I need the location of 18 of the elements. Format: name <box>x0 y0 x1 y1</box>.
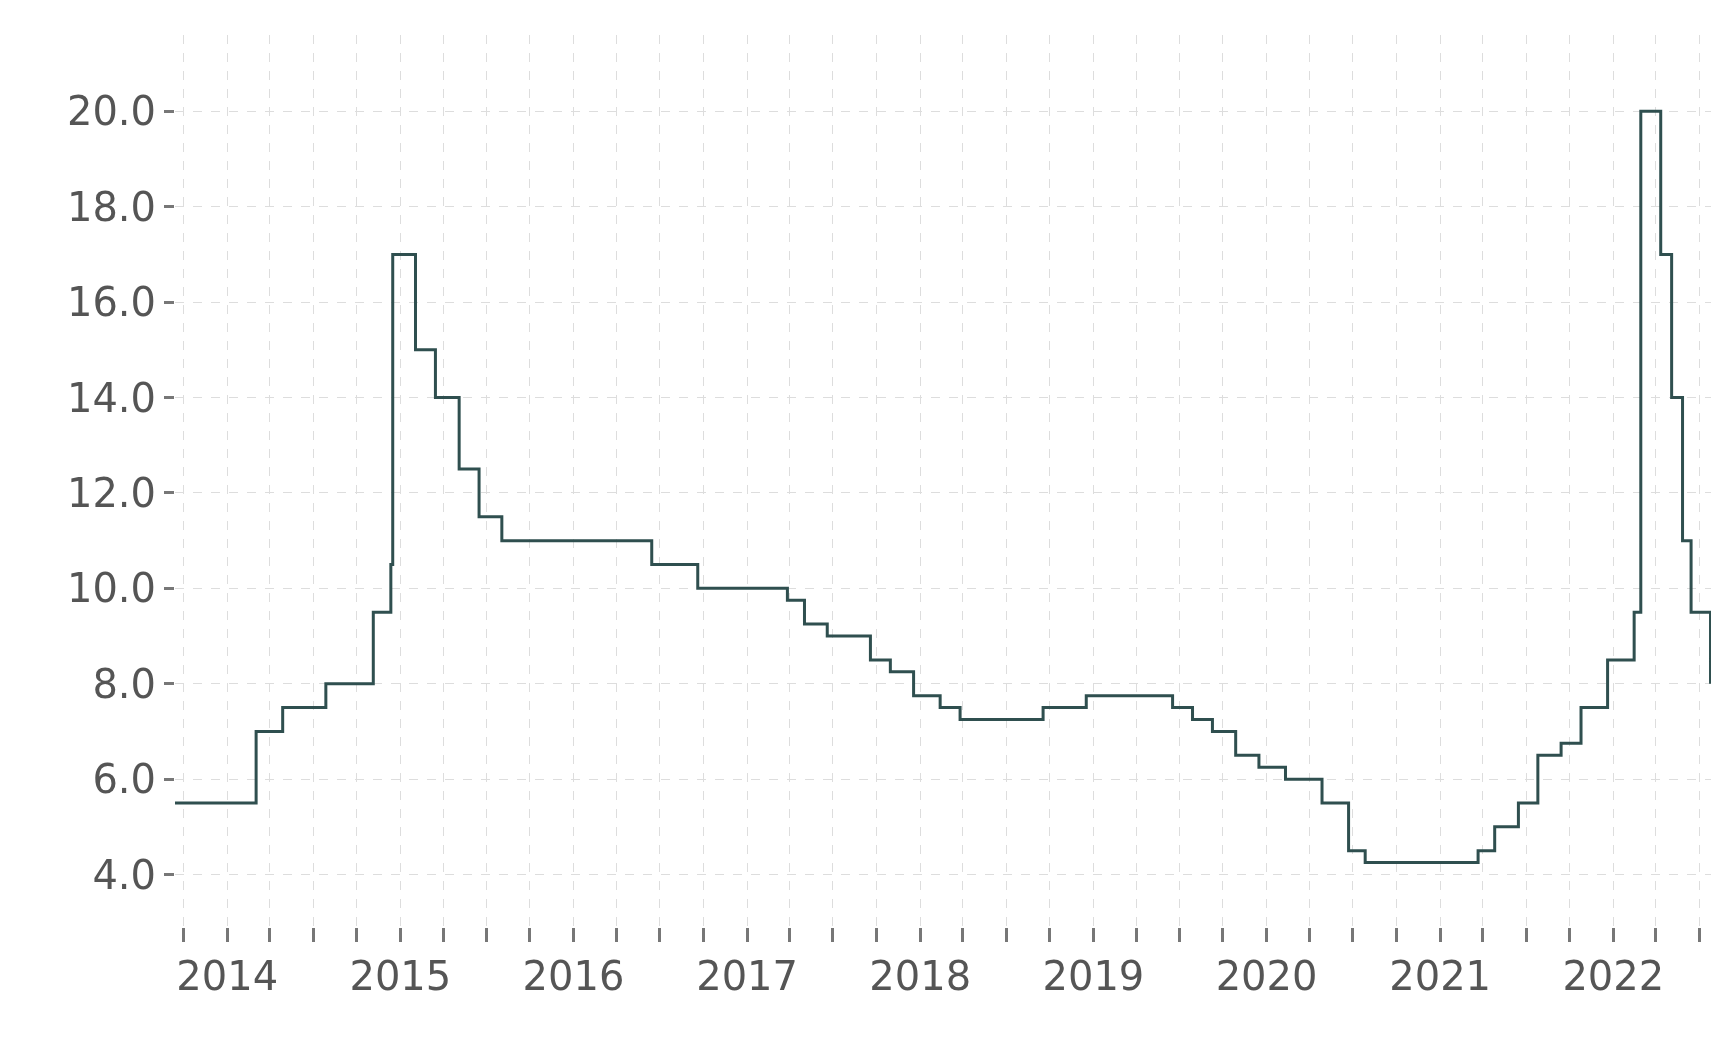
x-tick-label: 2021 <box>1389 953 1492 999</box>
x-tick-label: 2018 <box>869 953 972 999</box>
y-tick-label: 16.0 <box>66 279 156 326</box>
x-tick-label: 2014 <box>176 953 279 999</box>
y-tick-label: 4.0 <box>92 851 156 898</box>
y-tick-label: 6.0 <box>92 756 156 803</box>
x-tick-label: 2020 <box>1215 953 1318 999</box>
y-tick-label: 10.0 <box>66 565 156 612</box>
x-tick-label: 2017 <box>696 953 798 999</box>
y-tick-label: 14.0 <box>66 374 156 421</box>
x-tick-label: 2019 <box>1042 953 1145 999</box>
x-tick-label: 2022 <box>1562 953 1665 999</box>
y-tick-label: 8.0 <box>92 660 156 707</box>
x-tick-label: 2015 <box>349 953 452 999</box>
y-tick-label: 20.0 <box>66 88 156 135</box>
y-tick-label: 12.0 <box>66 469 156 516</box>
y-tick-label: 18.0 <box>66 183 156 230</box>
x-tick-label: 2016 <box>522 953 625 999</box>
